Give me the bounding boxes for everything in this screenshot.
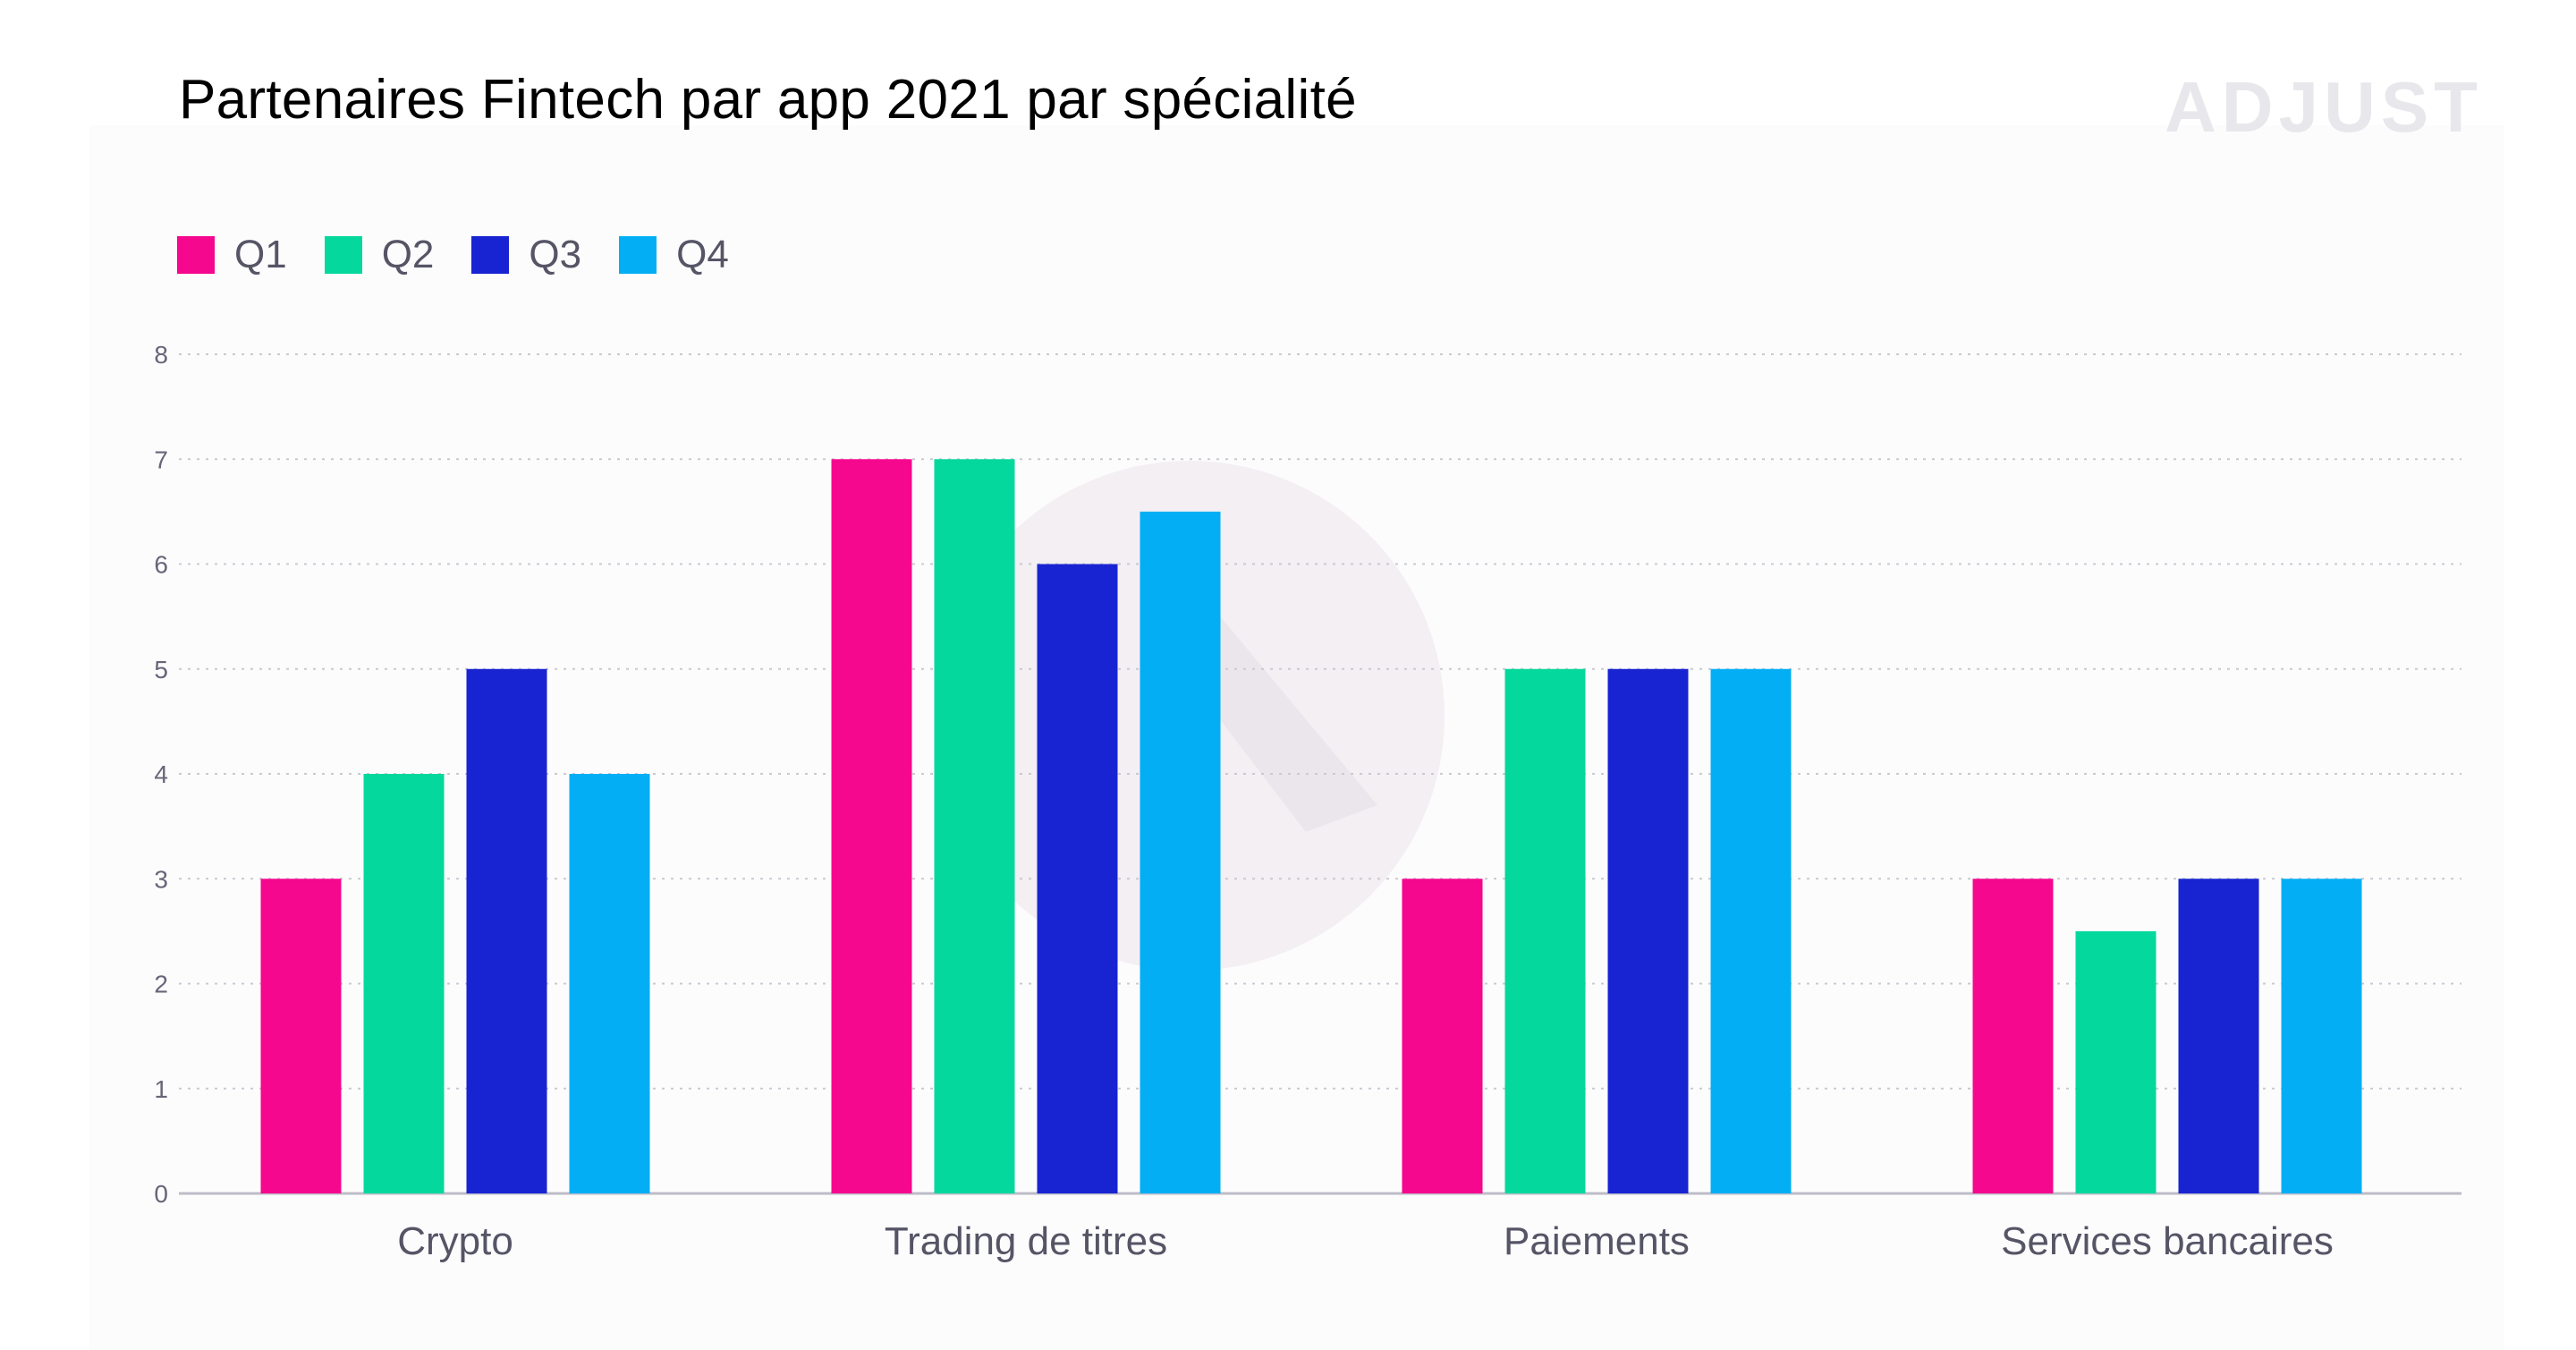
legend-label-q3: Q3 <box>529 233 582 276</box>
x-category-label: Crypto <box>397 1219 513 1263</box>
x-category-label: Paiements <box>1504 1219 1690 1263</box>
watermark-mark <box>1190 590 1377 832</box>
bar-q3-1 <box>466 668 547 1193</box>
y-tick-label: 0 <box>154 1180 168 1208</box>
x-axis-labels: Crypto Trading de titres Paiements Services… <box>397 1219 2334 1263</box>
y-axis-ticks: 0 1 2 3 4 5 6 7 8 <box>154 341 168 1208</box>
legend-swatch-q2 <box>324 236 362 274</box>
x-category-label: Services bancaires <box>2001 1219 2334 1263</box>
bar-q4-2 <box>1140 511 1221 1193</box>
legend-swatch-q3 <box>471 236 510 274</box>
bar-q4-4 <box>2281 879 2362 1193</box>
legend-item-q3: Q3 <box>471 233 581 277</box>
legend-label-q4: Q4 <box>676 233 729 276</box>
legend-swatch-q4 <box>619 236 657 274</box>
bar-q4-3 <box>1710 668 1792 1193</box>
bar-q3-4 <box>2178 879 2259 1193</box>
bar-q2-1 <box>363 774 445 1193</box>
bar-q2-3 <box>1504 668 1586 1193</box>
y-tick-label: 8 <box>154 341 168 369</box>
bar-q1-3 <box>1402 879 1483 1193</box>
legend-swatch-q1 <box>177 236 215 274</box>
bar-q2-2 <box>934 459 1015 1193</box>
bar-q3-3 <box>1607 668 1689 1193</box>
chart-title: Partenaires Fintech par app 2021 par spé… <box>179 69 1357 131</box>
bar-q4-1 <box>569 774 650 1193</box>
adjust-logo: ADJUST <box>2164 67 2483 147</box>
bar-q1-2 <box>831 459 912 1193</box>
y-tick-label: 7 <box>154 446 168 473</box>
legend-label-q1: Q1 <box>234 233 287 276</box>
legend-item-q4: Q4 <box>619 233 729 277</box>
bar-q1-4 <box>1972 879 2054 1193</box>
y-tick-label: 3 <box>154 865 168 893</box>
legend-label-q2: Q2 <box>381 233 435 276</box>
y-tick-label: 1 <box>154 1075 168 1103</box>
y-tick-label: 5 <box>154 656 168 683</box>
bars <box>260 459 2362 1193</box>
y-tick-label: 4 <box>154 760 168 788</box>
bar-q2-4 <box>2075 930 2157 1193</box>
legend: Q1 Q2 Q3 Q4 <box>177 233 767 277</box>
y-tick-label: 2 <box>154 971 168 998</box>
legend-item-q2: Q2 <box>324 233 435 277</box>
x-category-label: Trading de titres <box>885 1219 1167 1263</box>
bar-q1-1 <box>260 879 342 1193</box>
bar-q3-2 <box>1037 564 1118 1193</box>
y-tick-label: 6 <box>154 551 168 579</box>
legend-item-q1: Q1 <box>177 233 287 277</box>
